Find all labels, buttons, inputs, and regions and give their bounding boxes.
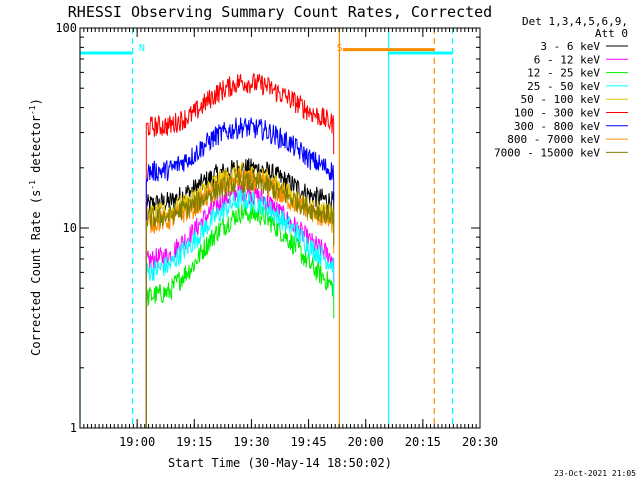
x-tick-label-3: 19:45 — [291, 435, 327, 449]
y-tick-label-2: 100 — [55, 21, 77, 35]
series-line-6 — [145, 117, 335, 428]
chart-title: RHESSI Observing Summary Count Rates, Co… — [68, 3, 492, 21]
y-axis-label-exp1: -1 — [28, 180, 37, 190]
flag-label-S-1: S — [337, 43, 343, 54]
y-axis-label-main: Corrected Count Rate (s — [29, 190, 43, 356]
y-axis-label: Corrected Count Rate (s-1 detector-1) — [28, 98, 43, 356]
y-axis-label-mid: detector — [29, 115, 43, 180]
y-axis-label-end: ) — [29, 98, 43, 105]
series-line-2 — [145, 203, 335, 428]
x-tick-label-1: 19:15 — [176, 435, 212, 449]
legend-entry-label-2: 12 - 25 keV — [527, 67, 600, 80]
legend-entry-label-1: 6 - 12 keV — [534, 53, 601, 66]
legend-entry-label-6: 300 - 800 keV — [514, 120, 600, 133]
x-tick-label-4: 20:00 — [348, 435, 384, 449]
x-tick-label-0: 19:00 — [119, 435, 155, 449]
y-tick-label-1: 10 — [63, 221, 77, 235]
legend-entry-label-0: 3 - 6 keV — [540, 40, 600, 53]
legend-entry-label-5: 100 - 300 keV — [514, 107, 600, 120]
series-line-3 — [145, 189, 335, 428]
x-tick-label-2: 19:30 — [233, 435, 269, 449]
plot-timestamp: 23-Oct-2021 21:05 — [554, 469, 636, 478]
legend-entry-label-4: 50 - 100 keV — [521, 93, 601, 106]
series-line-8 — [145, 172, 335, 428]
axis-ticks: 1 10 100 19:00 19:15 19:30 19:45 20:00 20:15 20:3… — [55, 21, 498, 449]
flag-label-N-0: N — [139, 43, 145, 54]
legend-entry-label-7: 800 - 7000 keV — [507, 133, 600, 146]
legend-entry-label-3: 25 - 50 keV — [527, 80, 600, 93]
x-tick-label-5: 20:15 — [405, 435, 441, 449]
y-tick-label-0: 1 — [70, 421, 77, 435]
legend-entry-label-8: 7000 - 15000 keV — [494, 146, 600, 159]
y-axis-label-exp2: -1 — [28, 105, 37, 115]
legend-header-line-2: Att 0 — [595, 27, 628, 40]
legend-header-line-1: Det 1,3,4,5,6,9, — [522, 15, 628, 28]
x-tick-label-6: 20:30 — [462, 435, 498, 449]
x-axis-label: Start Time (30-May-14 18:50:02) — [168, 456, 392, 470]
series-line-5 — [145, 73, 335, 428]
